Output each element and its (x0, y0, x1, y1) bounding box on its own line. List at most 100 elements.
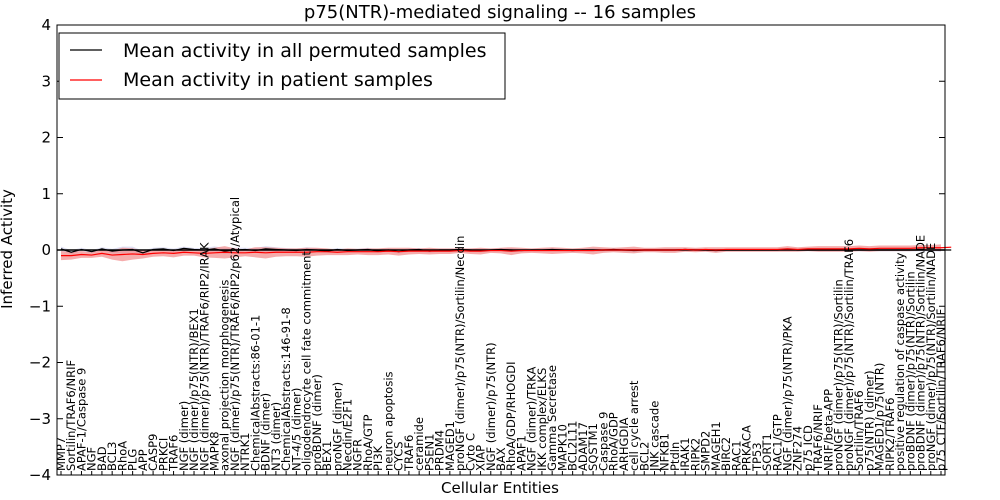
entity-label: MAPK8 (207, 431, 221, 471)
entity-label: NGF (dimer) (177, 401, 191, 471)
entity-label: ZNF274 (791, 426, 805, 471)
entity-label: APP (136, 449, 150, 471)
entity-label: PRKACA (740, 425, 754, 471)
entity-label: MAGED1/p75(NTR) (873, 363, 887, 471)
entity-label: proBDNF (dimer)/p75(NTR)/Sortilin (903, 271, 917, 471)
series-line-permuted (60, 247, 952, 254)
entity-label: p75(NTR) (dimer) (862, 370, 876, 471)
entity-label: NT3 (dimer) (269, 402, 283, 471)
entity-label: ceramide (412, 417, 426, 471)
entity-label: BAX (494, 447, 508, 471)
entity-label: MAGEH1 (709, 421, 723, 471)
entity-label: proNGF (dimer)/p75(NTR)/Sortilin (832, 279, 846, 471)
entity-label: RhoA/GDP (607, 412, 621, 471)
entity-label: PLG (126, 449, 140, 471)
entity-label: NGF (dimer)/p75(NTR)/BEX1 (187, 308, 201, 471)
entity-label: CASP9 (146, 434, 160, 471)
entity-label: BAD (95, 446, 109, 471)
entity-label: RhoA (115, 441, 129, 471)
entity-label: proNGF (dimer)/p75(NTR)/Sortilin/NADE (924, 243, 938, 471)
x-axis-label: Cellular Entities (441, 479, 559, 497)
entity-label: p75 ICD (801, 425, 815, 471)
entity-label: cell cycle arrest (627, 380, 641, 471)
y-tick-label: 3 (41, 72, 51, 90)
entity-label: oligodendrocyte cell fate commitment (300, 251, 314, 471)
entity-label: proNGF (dimer) (330, 382, 344, 471)
y-tick-label: 4 (41, 16, 51, 34)
entity-label: PRKCI (156, 438, 170, 471)
entity-label: RIPK2 (688, 438, 702, 471)
entity-label: Cyto C (463, 433, 477, 471)
entity-label: IKK complex/ELKS (535, 368, 549, 471)
entity-label: NTRK1 (238, 433, 252, 471)
y-tick-label: −3 (29, 410, 51, 428)
entity-label: proBDNF (dimer)/p75(NTR)/Sortilin/NADE (914, 235, 928, 471)
legend-label-patient: Mean activity in patient samples (123, 69, 433, 91)
entity-label: APAF1 (514, 435, 528, 471)
entity-label: p75 CTF/Sortilin/TRAF6/NRIF (934, 309, 948, 471)
entity-label: RAC1 (729, 440, 743, 471)
entity-label: Sortilin/TRAF6/NRIF (64, 360, 78, 471)
entity-label: NGF (dimer)/TRKA (525, 367, 539, 471)
entity-label: proBDNF (dimer) (310, 374, 324, 471)
entity-label: NFKB1 (658, 433, 672, 471)
entity-label: JNK cascade (647, 401, 661, 472)
entity-label: SQSTM1 (586, 423, 600, 471)
entity-label: BDNF (dimer) (259, 393, 273, 471)
entity-label: RAC1/GTP (770, 414, 784, 471)
legend: Mean activity in all permuted samples Me… (58, 32, 506, 100)
entity-label: IRAK1 (678, 437, 692, 471)
patient-spread-band (61, 244, 941, 262)
entity-label: RhoA/GDP/RHOGDI (504, 362, 518, 471)
entity-label: CYCS (392, 441, 406, 471)
y-tick-label: −4 (29, 466, 51, 484)
entity-label: SMPD2 (699, 431, 713, 471)
entity-label: ADAM17 (576, 422, 590, 471)
entity-label: APAF-1/Caspase 9 (74, 368, 88, 471)
y-tick-label: 2 (41, 129, 51, 147)
entity-label: NGF (85, 447, 99, 471)
entity-label: RIPK2/TRAF6 (883, 398, 897, 471)
entity-label: ChemicalAbstracts:146-91-8 (279, 307, 293, 471)
y-tick-label: 1 (41, 185, 51, 203)
y-axis-label: Inferred Activity (0, 189, 16, 309)
entity-label: NGFR (351, 439, 365, 471)
entity-label: ChemicalAbstracts:86-01-1 (248, 315, 262, 471)
entity-label: NGF (dimer)/p75(NTR)/PKA (781, 316, 795, 471)
entity-label: Ptdln (668, 442, 682, 471)
legend-frame (58, 32, 506, 100)
entity-label: MMP7 (54, 437, 68, 471)
entity-label: TP53 (750, 442, 764, 472)
entity-label: SORT1 (760, 433, 774, 471)
entity-label: Gamma Secretase (545, 365, 559, 471)
entity-label: axonal projection morphogenesis (218, 280, 232, 471)
entity-label: NT-4/5 (dimer) (289, 388, 303, 471)
y-tick-label: −2 (29, 354, 51, 372)
entity-label: ARHGDIA (617, 417, 631, 471)
y-tick-label: −1 (29, 297, 51, 315)
entity-label: positive regulation of caspase activity (893, 252, 907, 471)
chart-title: p75(NTR)-mediated signaling -- 16 sample… (304, 2, 696, 23)
entity-label: Caspase 9 (596, 412, 610, 471)
entity-label: MAPK10 (555, 424, 569, 471)
entity-label: MAGED1 (443, 421, 457, 471)
entity-label: proNGF (dimer)/p75(NTR)/Sortilin/Necdin (453, 236, 467, 471)
entity-label: NGF (dimer)/p75(NTR)/TRAF6/RIP2/IRAK (197, 242, 211, 471)
entity-label: PRDM4 (433, 430, 447, 471)
entity-label: PI3K (371, 445, 385, 471)
entity-label: proNGF (dimer)/p75(NTR)/Sortilin/TRAF6 (842, 239, 856, 471)
entity-label: NRIF/beta-APP (821, 389, 835, 471)
plot-area: 43210−1−2−3−4MMP7Sortilin/TRAF6/NRIFAPAF… (29, 16, 952, 484)
y-tick-label: 0 (41, 241, 51, 259)
entity-label: Sortilin/TRAF6 (852, 390, 866, 471)
series-line-patient (61, 246, 952, 257)
entity-label: BCL3 (105, 442, 119, 471)
entity-label: neuron apoptosis (381, 371, 395, 471)
entity-label: TRAF6 (402, 435, 416, 472)
entity-label: BEX1 (320, 441, 334, 471)
entity-label: BIRC2 (719, 437, 733, 471)
entity-label: RhoA/GTP (361, 414, 375, 471)
entity-label: BCL2L11 (566, 421, 580, 471)
entity-label: XIAP (474, 445, 488, 471)
